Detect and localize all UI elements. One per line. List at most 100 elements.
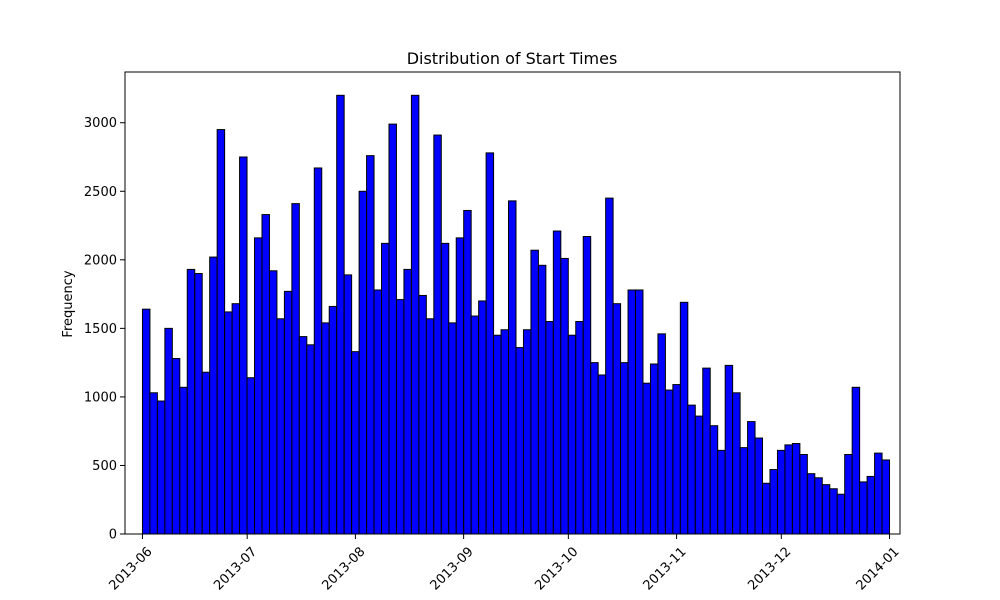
histogram-bar <box>388 123 397 535</box>
histogram-bar <box>239 156 248 535</box>
histogram-bar <box>717 449 726 535</box>
histogram-bar <box>209 256 218 535</box>
histogram-bar <box>620 362 629 535</box>
histogram-bar <box>500 329 510 535</box>
histogram-bar <box>283 290 293 535</box>
histogram-bar <box>642 382 651 535</box>
histogram-bar <box>605 197 614 535</box>
histogram-bar <box>276 318 285 535</box>
bars-group <box>141 94 891 535</box>
histogram-bar <box>366 155 375 535</box>
histogram-bar <box>657 333 666 535</box>
histogram-bar <box>381 242 390 535</box>
x-tick-label: 2013-11 <box>641 544 690 593</box>
x-tick-label: 2013-10 <box>532 544 581 593</box>
histogram-bar <box>470 315 480 535</box>
histogram-bar <box>321 322 330 535</box>
histogram-bar <box>373 289 383 535</box>
histogram-bar <box>395 299 405 535</box>
histogram-bar <box>186 268 196 535</box>
histogram-bar <box>791 443 801 535</box>
histogram-bar <box>141 308 151 535</box>
histogram-bar <box>261 214 270 535</box>
histogram-bar <box>156 400 166 535</box>
histogram-bar <box>179 386 188 535</box>
histogram-bar <box>306 344 315 535</box>
histogram-bar <box>859 481 868 535</box>
histogram-bar <box>149 392 158 535</box>
histogram-bar <box>410 94 420 535</box>
histogram-bar <box>590 362 599 535</box>
histogram-bar <box>254 237 263 535</box>
histogram-bar <box>478 300 487 535</box>
histogram-bar <box>463 209 472 535</box>
histogram-bar <box>635 289 644 535</box>
x-tick-label: 2013-09 <box>428 544 477 593</box>
histogram-bar <box>799 453 808 535</box>
x-tick-label: 2013-12 <box>745 544 794 593</box>
histogram-bar <box>522 329 532 535</box>
histogram-bar <box>560 257 569 535</box>
histogram-bar <box>776 449 786 535</box>
y-tick-label: 0 <box>109 528 117 543</box>
histogram-bar <box>448 322 457 535</box>
histogram-bar <box>485 152 495 535</box>
histogram-bar <box>440 242 450 535</box>
histogram-bar <box>358 190 368 535</box>
histogram-bar <box>231 303 241 535</box>
histogram-bar <box>784 444 793 535</box>
histogram-bar <box>664 389 674 535</box>
x-tick-label: 2013-06 <box>106 544 155 593</box>
histogram-bar <box>612 303 622 535</box>
histogram-bar <box>597 374 607 535</box>
y-tick-label: 500 <box>92 459 117 474</box>
histogram-bar <box>224 311 233 535</box>
histogram-bar <box>806 473 816 535</box>
histogram-bar <box>351 351 360 535</box>
histogram-bar <box>724 364 734 535</box>
histogram-bar <box>739 447 749 535</box>
histogram-bar <box>246 377 256 535</box>
histogram-bar <box>627 289 637 535</box>
histogram-bar <box>313 167 323 535</box>
histogram-bar <box>732 392 741 535</box>
y-axis-label: Frequency <box>61 270 76 337</box>
x-tick-label: 2014-01 <box>854 544 903 593</box>
plot-frame <box>124 71 901 535</box>
x-tick-label: 2013-08 <box>319 544 368 593</box>
y-tick-label: 2500 <box>84 185 117 200</box>
histogram-bar <box>343 274 353 535</box>
histogram-bar <box>575 321 584 535</box>
histogram-bar <box>552 230 562 535</box>
histogram-bar <box>201 371 211 535</box>
histogram-bar <box>298 336 308 535</box>
histogram-bar <box>194 273 203 535</box>
histogram-bar <box>709 425 719 535</box>
histogram-bar <box>687 404 696 535</box>
histogram-bar <box>694 415 704 535</box>
histogram-bar <box>291 203 300 535</box>
histogram-bar <box>537 264 547 535</box>
histogram-bar <box>530 249 539 535</box>
histogram-bar <box>455 237 465 535</box>
histogram-bar <box>171 358 181 535</box>
histogram-bar <box>821 484 831 535</box>
histogram-bar <box>418 294 427 535</box>
histogram-bar <box>754 437 764 535</box>
histogram-bar <box>881 459 891 535</box>
histogram-bar <box>216 129 226 535</box>
histogram-bar <box>425 318 435 535</box>
histogram-bar <box>679 301 689 535</box>
histogram-bar <box>702 367 711 535</box>
histogram-bar <box>866 475 876 535</box>
histogram-bar <box>328 305 338 535</box>
histogram-bar <box>874 452 883 535</box>
histogram-bar <box>493 334 502 535</box>
y-ticks-group: 0 500 1000 1500 2000 2500 3000 <box>84 116 125 543</box>
histogram-bar <box>515 347 524 535</box>
histogram-bar <box>582 236 592 535</box>
x-tick-label: 2013-07 <box>211 544 260 593</box>
x-ticks-group: 2013-06 2013-07 2013-08 2013-09 2013-10 2013-… <box>106 534 903 593</box>
y-tick-label: 1000 <box>84 390 117 405</box>
